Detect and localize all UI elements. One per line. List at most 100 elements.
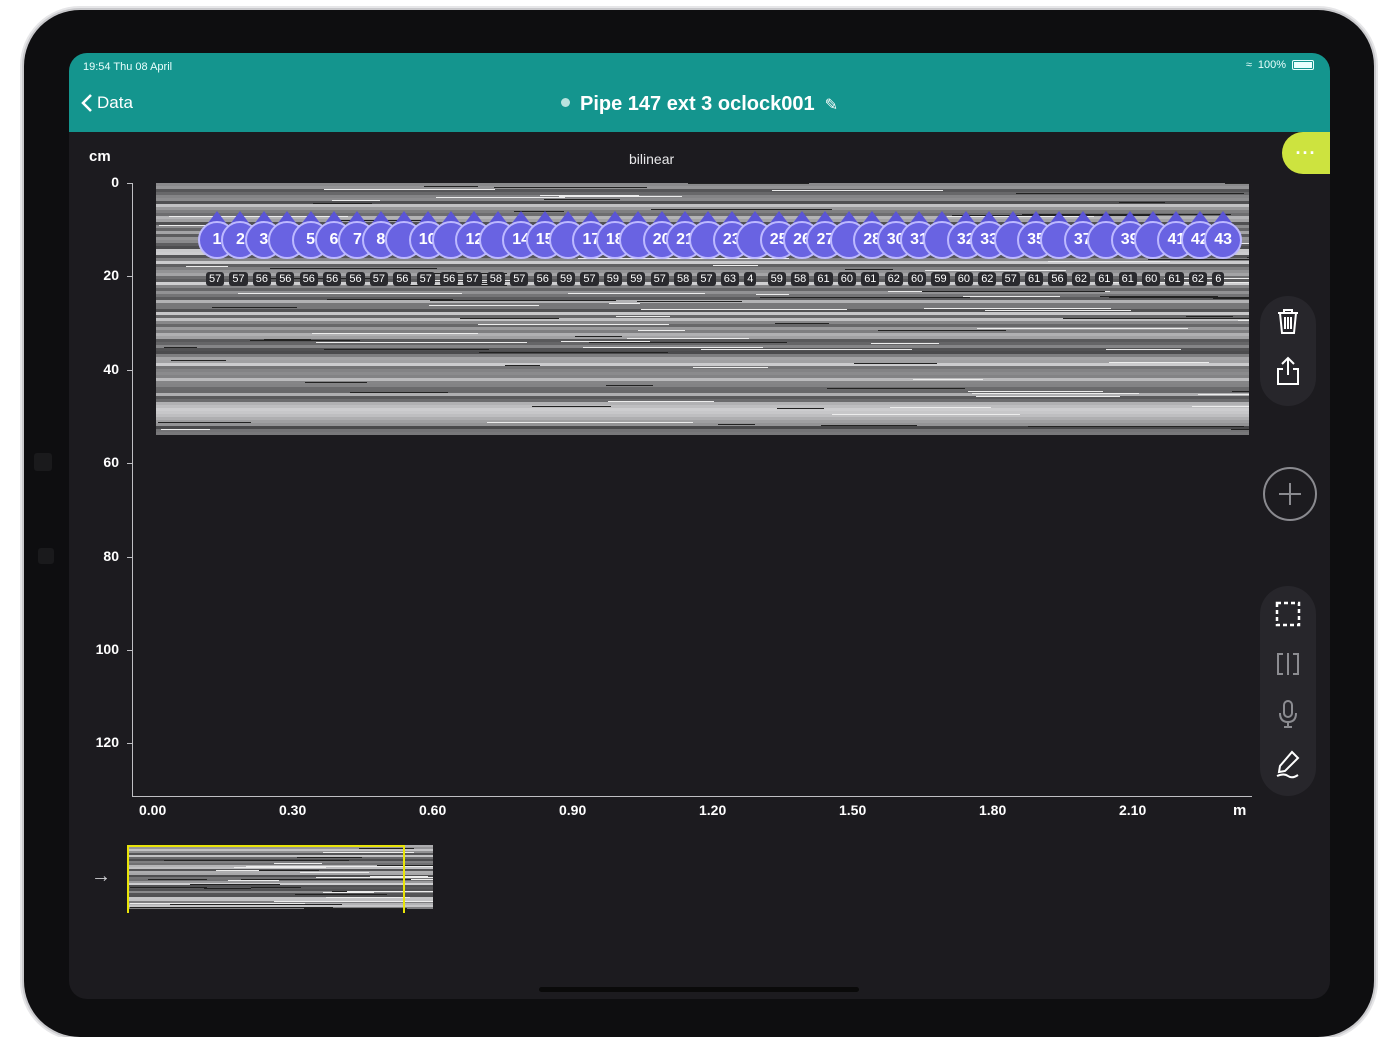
plus-icon [1279, 483, 1301, 505]
status-dot [561, 98, 570, 108]
marker-pin [980, 211, 999, 223]
back-label: Data [97, 93, 133, 112]
depth-label: 59 [557, 272, 576, 286]
top-bar: 19:54 Thu 08 April ≈ 100% Data Pipe 147 … [69, 53, 1330, 132]
marker-pin [231, 211, 250, 223]
app-screen: 19:54 Thu 08 April ≈ 100% Data Pipe 147 … [69, 53, 1330, 999]
edit-title-icon[interactable]: ✎ [824, 97, 838, 114]
viewport-window[interactable] [127, 845, 405, 913]
x-tick-label: 0.90 [559, 802, 587, 818]
marker-pin [1214, 211, 1233, 223]
y-tick-label: 80 [103, 548, 119, 564]
y-tick-mark [127, 557, 133, 558]
marker-pin [465, 211, 484, 223]
marker-pin [1073, 211, 1092, 223]
edit-tools [1260, 586, 1316, 796]
y-axis-unit: cm [89, 148, 111, 165]
depth-label: 57 [416, 272, 435, 286]
back-button[interactable]: Data [81, 93, 133, 113]
page-title[interactable]: Pipe 147 ext 3 oclock001 [580, 93, 815, 115]
annotate-button[interactable] [1260, 739, 1316, 789]
share-icon [1277, 356, 1299, 385]
depth-label: 62 [1071, 272, 1091, 286]
selection-icon [1275, 601, 1301, 627]
y-tick-mark [127, 370, 133, 371]
depth-label: 61 [1025, 272, 1044, 286]
y-tick-label: 20 [103, 267, 119, 283]
x-tick-label: 2.10 [1119, 802, 1147, 818]
depth-label: 56 [533, 272, 552, 286]
x-tick-label: 1.20 [699, 802, 727, 818]
select-button[interactable] [1260, 589, 1316, 639]
y-tick-mark [127, 743, 133, 744]
depth-label: 63 [720, 272, 740, 286]
x-axis-unit: m [1233, 802, 1247, 819]
marker-pin [1190, 211, 1209, 223]
depth-label: 56 [346, 272, 365, 286]
depth-label: 56 [252, 272, 272, 286]
interpolation-label: bilinear [629, 151, 675, 167]
marker-pin [325, 211, 343, 223]
marker-pin [863, 211, 882, 223]
marker-pin [254, 211, 273, 223]
depth-label: 61 [861, 272, 880, 286]
radargram-image[interactable]: 1 2 3 5 6 7 8 10 12 14 15 17 18 20 21 23 25 26 27 28 30 31 32 3… [156, 183, 1249, 435]
audio-button[interactable] [1260, 689, 1316, 739]
depth-label: 61 [1095, 272, 1114, 286]
marker-pin [1120, 211, 1139, 223]
depth-label: 59 [603, 272, 623, 286]
y-tick-mark [127, 276, 133, 277]
arrow-right-icon: → [91, 865, 111, 887]
status-right: ≈ 100% [1246, 59, 1314, 71]
marker-pin [278, 211, 297, 223]
marker-pin [1050, 211, 1069, 223]
y-tick-label: 120 [95, 734, 119, 750]
y-tick-label: 40 [103, 361, 119, 377]
x-tick-label: 0.30 [279, 802, 307, 818]
depth-label: 56 [299, 272, 318, 286]
marker-pin [371, 211, 390, 223]
depth-label: 57 [463, 272, 482, 286]
depth-label: 58 [791, 272, 810, 286]
depth-label: 57 [206, 272, 225, 286]
marker-pin [1144, 211, 1162, 223]
depth-label: 62 [884, 272, 903, 286]
overview-minimap[interactable] [128, 845, 433, 909]
marker-pin [1097, 211, 1116, 223]
marker-pin [652, 211, 671, 223]
marker-pin [1003, 211, 1022, 223]
depth-label: 60 [954, 272, 974, 286]
depth-label: 57 [697, 272, 716, 286]
marker-pin [910, 211, 928, 223]
marker-pin [348, 211, 367, 223]
sensor-dot [38, 548, 54, 564]
delete-button[interactable] [1260, 296, 1316, 346]
x-tick-label: 0.00 [139, 802, 167, 818]
x-tick-label: 1.50 [839, 802, 867, 818]
file-tools [1260, 296, 1316, 406]
marker-pin [512, 211, 531, 223]
battery-icon [1292, 60, 1314, 70]
split-button[interactable] [1260, 639, 1316, 689]
y-tick-label: 0 [111, 174, 119, 190]
add-button[interactable] [1263, 467, 1317, 521]
more-button[interactable]: ··· [1282, 132, 1330, 174]
share-button[interactable] [1260, 346, 1316, 396]
marker-pin [629, 211, 648, 223]
marker-pin [395, 211, 414, 223]
y-axis-line [132, 183, 133, 797]
marker-pin [839, 211, 858, 223]
depth-label: 62 [1188, 272, 1208, 286]
depth-label: 59 [767, 272, 786, 286]
marker-pin [816, 211, 835, 223]
marker-pin [956, 211, 975, 223]
depth-label: 57 [580, 272, 599, 286]
pen-icon [1276, 750, 1300, 779]
y-tick-label: 60 [103, 454, 119, 470]
marker-pin [605, 211, 624, 223]
marker-pin [488, 211, 507, 223]
depth-label: 56 [1048, 272, 1067, 286]
hyperbola-marker[interactable]: 43 [1202, 211, 1244, 259]
status-time: 19:54 Thu 08 April [83, 61, 173, 73]
depth-label: 57 [369, 272, 389, 286]
